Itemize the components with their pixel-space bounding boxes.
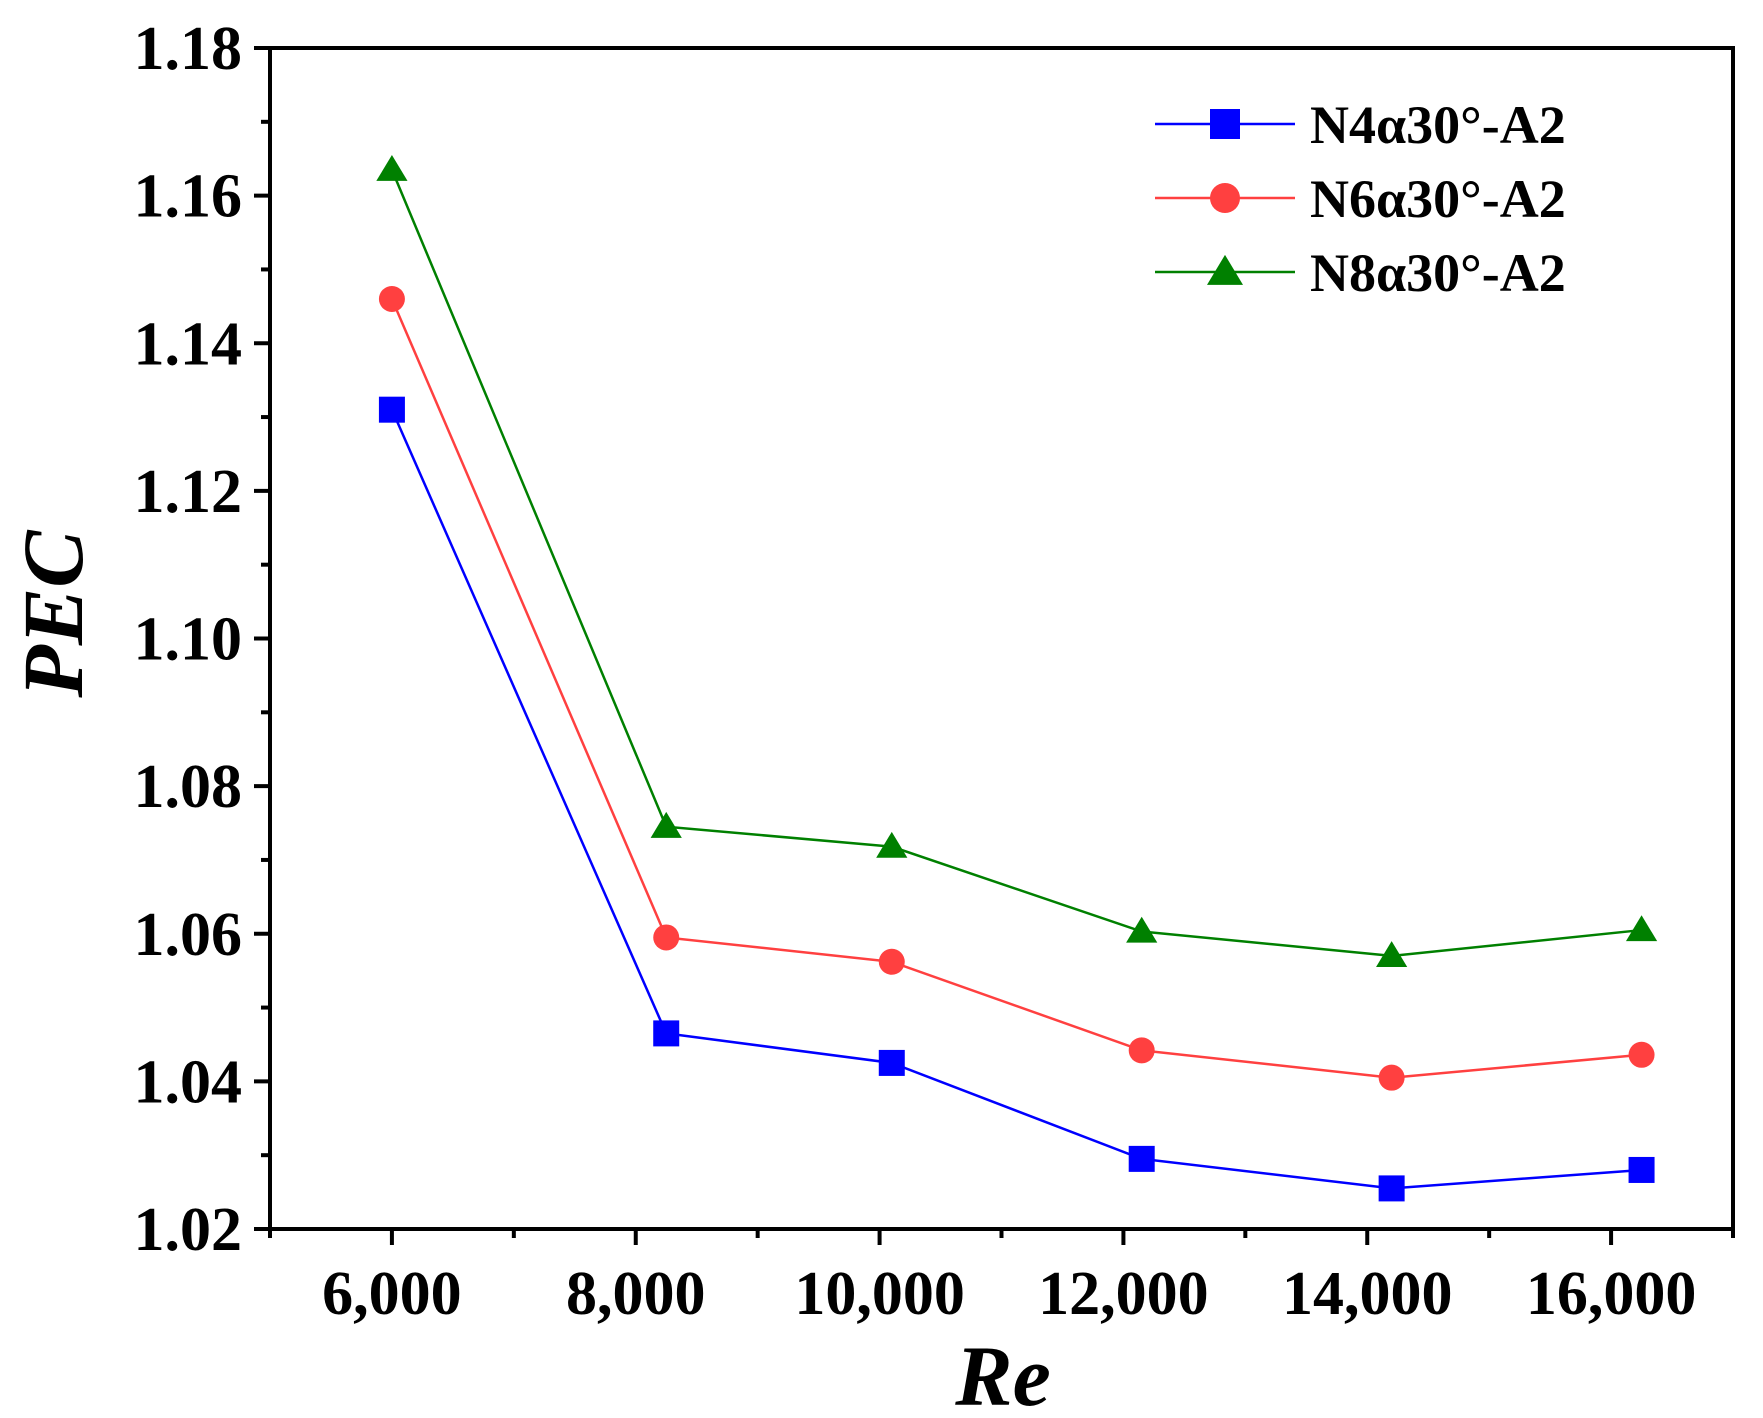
x-tick-label: 10,000 bbox=[794, 1260, 965, 1328]
legend-label: N8α30°-A2 bbox=[1310, 243, 1566, 303]
data-point bbox=[376, 154, 408, 181]
y-tick-label: 1.10 bbox=[134, 606, 243, 674]
x-tick-label: 8,000 bbox=[566, 1260, 706, 1328]
x-tick-label: 14,000 bbox=[1282, 1260, 1453, 1328]
series-circle bbox=[378, 285, 1655, 1091]
legend-label: N6α30°-A2 bbox=[1310, 169, 1566, 229]
series-square bbox=[378, 396, 1655, 1202]
series-line bbox=[390, 169, 1642, 958]
data-point bbox=[653, 924, 680, 951]
x-axis-title: Re bbox=[954, 1328, 1051, 1418]
legend-label: N4α30°-A2 bbox=[1310, 95, 1566, 155]
data-point bbox=[1628, 1156, 1655, 1183]
data-point bbox=[1378, 1064, 1405, 1091]
data-point bbox=[1378, 1175, 1405, 1202]
series-layer bbox=[376, 154, 1658, 1202]
x-tick-label: 12,000 bbox=[1038, 1260, 1209, 1328]
legend: N4α30°-A2 N6α30°-A2 N8α30°-A2 bbox=[1155, 95, 1566, 303]
y-tick-label: 1.06 bbox=[134, 901, 243, 969]
data-point bbox=[1376, 941, 1408, 968]
y-axis-title: PEC bbox=[5, 529, 101, 699]
y-axis: 1.02 1.04 1.06 1.08 1.10 1.12 1.14 1.16 1.18 bbox=[134, 15, 270, 1264]
y-tick-label: 1.08 bbox=[134, 753, 243, 821]
legend-marker bbox=[1210, 109, 1240, 139]
data-point bbox=[878, 948, 905, 975]
y-tick-label: 1.16 bbox=[134, 163, 243, 231]
y-tick-label: 1.14 bbox=[134, 310, 243, 378]
series-triangle bbox=[376, 154, 1658, 968]
data-point bbox=[1126, 916, 1158, 943]
series-line bbox=[390, 409, 1642, 1190]
y-tick-label: 1.12 bbox=[134, 458, 243, 526]
data-point bbox=[378, 396, 405, 423]
data-point bbox=[1625, 915, 1658, 942]
x-tick-label: 16,000 bbox=[1526, 1260, 1697, 1328]
y-tick-label: 1.04 bbox=[134, 1048, 243, 1116]
y-tick-label: 1.18 bbox=[134, 15, 243, 83]
data-point bbox=[1628, 1041, 1655, 1068]
legend-marker bbox=[1210, 183, 1240, 213]
data-point bbox=[650, 811, 682, 838]
data-point bbox=[1128, 1037, 1155, 1064]
y-tick-label: 1.02 bbox=[134, 1196, 243, 1264]
legend-marker bbox=[1207, 254, 1243, 285]
x-axis: 6,000 8,000 10,000 12,000 14,000 16,000 bbox=[268, 1229, 1735, 1328]
data-point bbox=[876, 831, 908, 858]
series-line bbox=[390, 298, 1642, 1079]
data-point bbox=[378, 285, 405, 312]
data-point bbox=[1128, 1145, 1155, 1172]
x-tick-label: 6,000 bbox=[322, 1260, 462, 1328]
data-point bbox=[653, 1020, 680, 1047]
data-point bbox=[878, 1049, 905, 1076]
